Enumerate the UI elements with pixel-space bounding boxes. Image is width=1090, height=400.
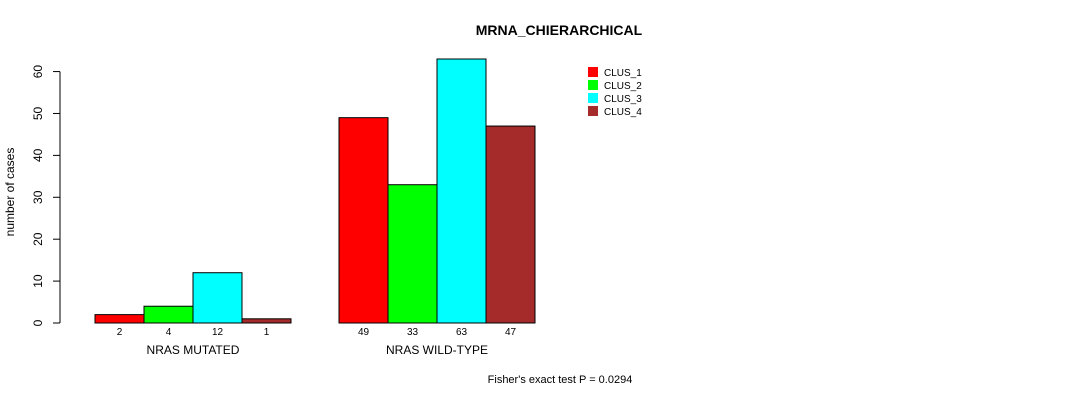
bar-clus-3-wild-type	[436, 58, 487, 324]
legend: CLUS_1 CLUS_2 CLUS_3 CLUS_4	[588, 67, 642, 118]
bar-value-label: 1	[264, 327, 270, 338]
y-tick-label: 40	[31, 148, 45, 162]
bar-clus-2-wild-type	[387, 184, 438, 324]
legend-entry: CLUS_3	[604, 94, 642, 105]
bar-clus-1-wild-type	[338, 117, 389, 324]
bar-clus-2-mutated	[143, 305, 194, 324]
bar-clus-4-wild-type	[485, 125, 536, 324]
bar-value-label: 4	[166, 327, 172, 338]
fisher-test-footnote: Fisher's exact test P = 0.0294	[488, 374, 633, 386]
y-axis-title: number of cases	[3, 148, 17, 237]
y-tick-label: 30	[31, 190, 45, 204]
chart-title: MRNA_CHIERARCHICAL	[476, 22, 643, 38]
legend-swatch	[588, 106, 598, 116]
bar-value-label: 49	[358, 327, 370, 338]
category-label: NRAS WILD-TYPE	[386, 343, 488, 357]
legend-swatch	[588, 80, 598, 90]
bar-value-label: 33	[407, 327, 419, 338]
bar-value-label: 12	[212, 327, 224, 338]
y-tick-label: 0	[31, 319, 45, 326]
y-tick-label: 20	[31, 232, 45, 246]
legend-entry: CLUS_2	[604, 81, 642, 92]
y-axis: 0 10 20 30 40 50 60	[31, 65, 61, 326]
bars-group	[94, 58, 536, 324]
bar-value-label: 47	[505, 327, 517, 338]
category-labels: NRAS MUTATED NRAS WILD-TYPE	[147, 343, 488, 357]
bar-clus-4-mutated	[241, 318, 292, 324]
y-tick-label: 60	[31, 65, 45, 79]
legend-swatch	[588, 93, 598, 103]
legend-entry: CLUS_4	[604, 107, 642, 118]
category-label: NRAS MUTATED	[147, 343, 240, 357]
legend-swatch	[588, 67, 598, 77]
bar-clus-3-mutated	[192, 272, 243, 324]
y-tick-label: 50	[31, 106, 45, 120]
bar-value-label: 63	[456, 327, 468, 338]
y-tick-label: 10	[31, 274, 45, 288]
bar-clus-1-mutated	[94, 314, 145, 324]
bar-value-labels: 2 4 12 1 49 33 63 47	[117, 327, 517, 338]
bar-value-label: 2	[117, 327, 123, 338]
legend-entry: CLUS_1	[604, 68, 642, 79]
